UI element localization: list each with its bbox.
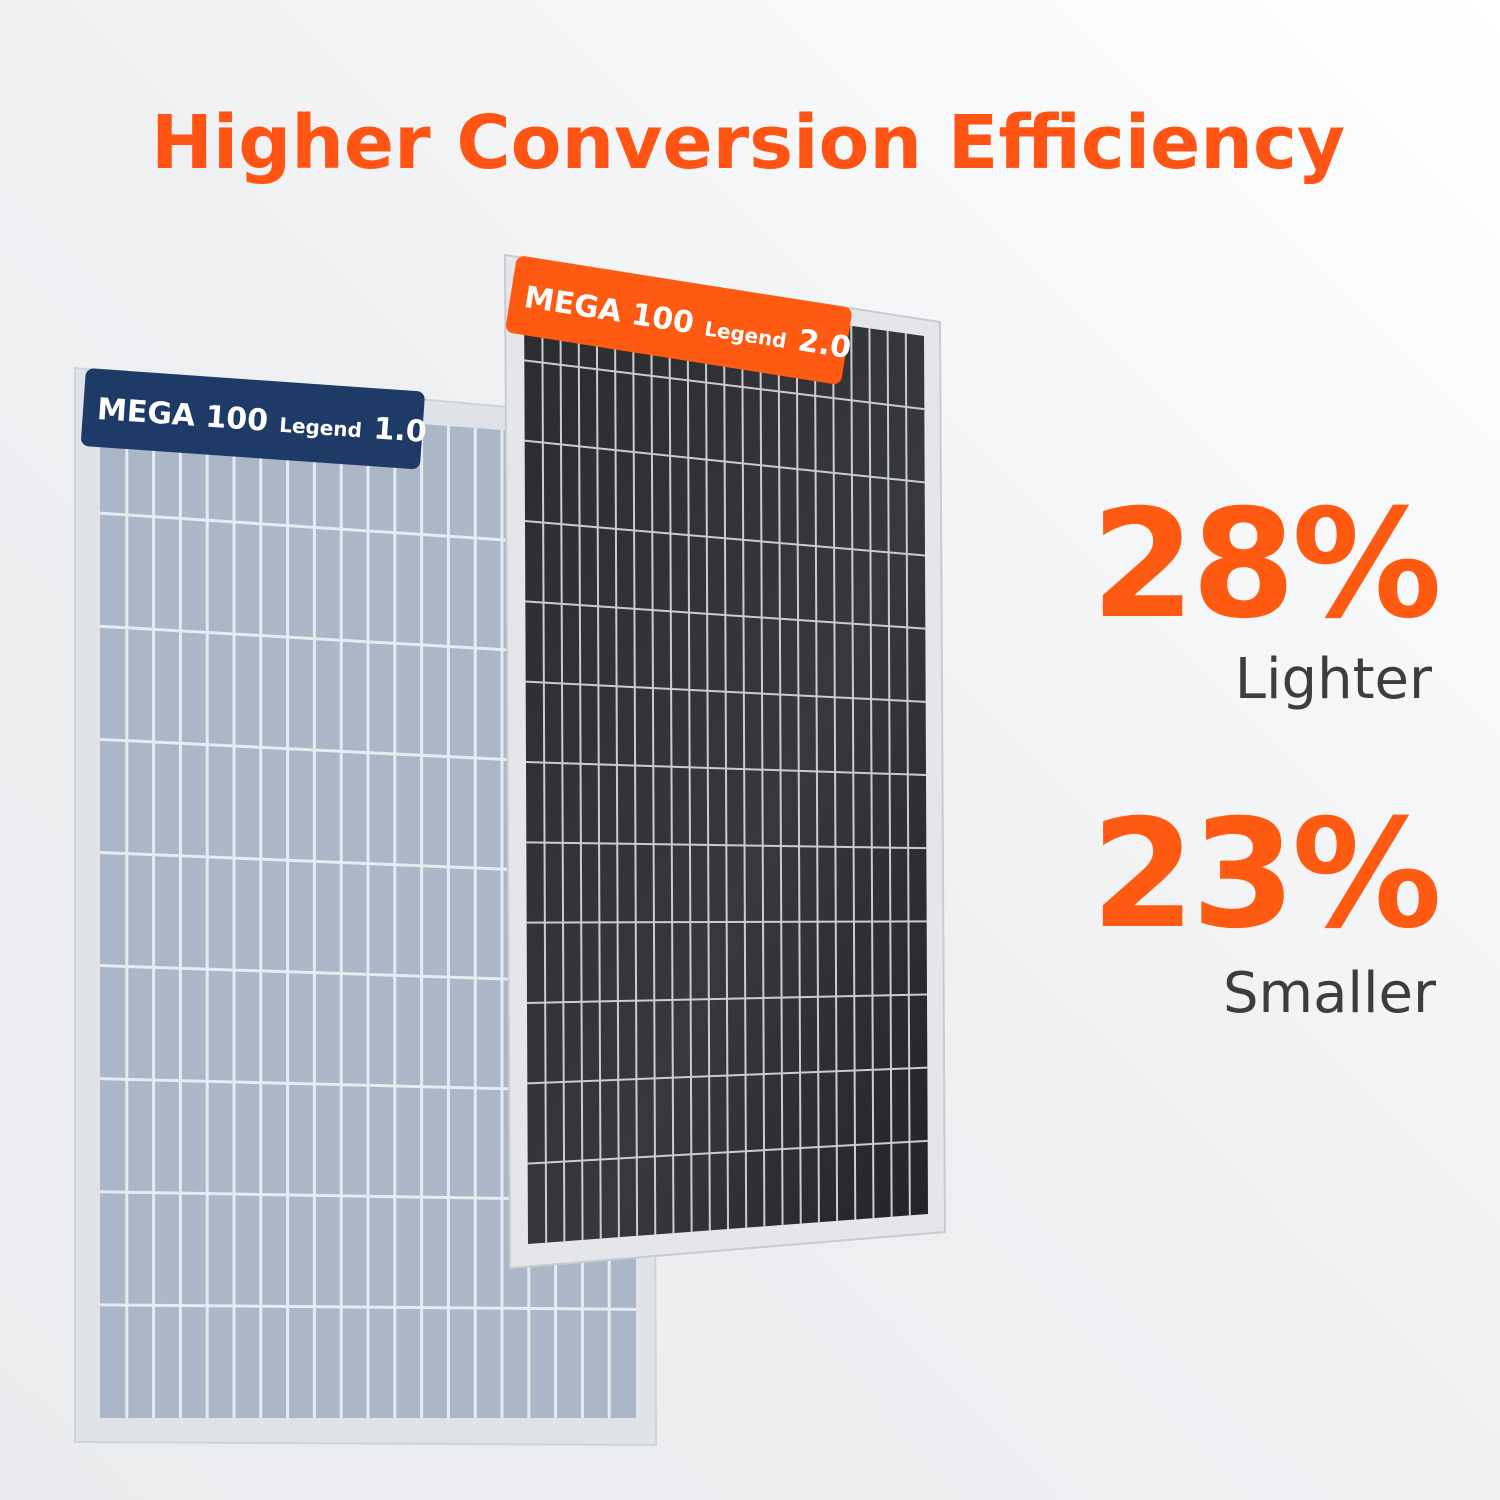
cell-line xyxy=(525,600,926,630)
cell-line xyxy=(524,439,925,484)
label-2: MEGA 100 Legend 2.0 xyxy=(505,256,854,385)
stat-2-label: Smaller xyxy=(1223,961,1437,1026)
label-2-version: 2.0 xyxy=(796,323,854,366)
label-2-bg xyxy=(505,256,852,385)
cell-line xyxy=(525,680,926,703)
cell-line xyxy=(524,359,925,411)
cell-line xyxy=(527,1139,928,1165)
cell-line xyxy=(526,841,927,850)
cell-line xyxy=(99,1303,637,1311)
stat-2-value: 23% xyxy=(1091,788,1438,962)
cell-line xyxy=(526,920,927,924)
cell-line xyxy=(525,761,927,776)
label-1-bg xyxy=(81,368,425,469)
label-1-sub: Legend xyxy=(279,413,363,443)
title: Higher Conversion Efficiency xyxy=(151,100,1345,186)
stat-1-value: 28% xyxy=(1091,478,1438,652)
label-1: MEGA 100 Legend 1.0 xyxy=(81,368,428,469)
cell-line xyxy=(527,1066,928,1085)
cell-line xyxy=(526,993,928,1004)
stat-1-label: Lighter xyxy=(1235,647,1433,712)
label-1-version: 1.0 xyxy=(372,411,427,450)
front-panel-grid xyxy=(524,282,928,1243)
cell-line xyxy=(524,520,926,557)
